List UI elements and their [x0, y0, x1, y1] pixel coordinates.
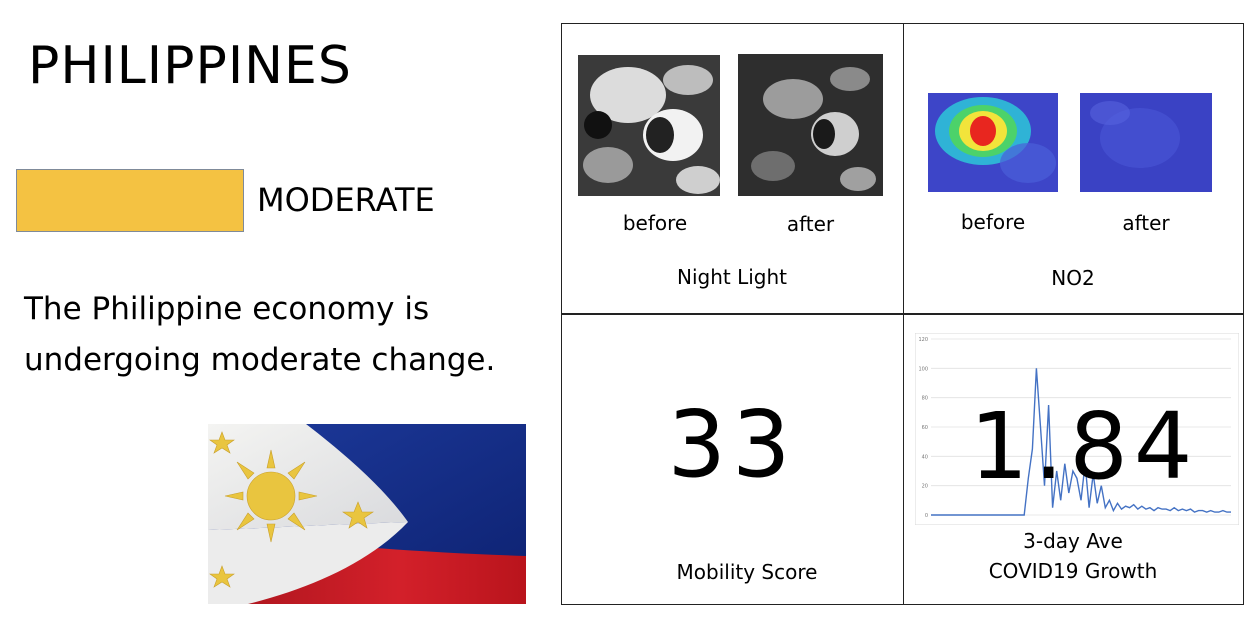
chart-y-tick-label: 20	[922, 484, 928, 490]
covid-growth-value: 1.84	[969, 393, 1199, 500]
night-light-panel: before after Night Light	[561, 23, 904, 314]
philippines-flag-icon	[208, 424, 526, 604]
no2-before-image	[928, 93, 1058, 192]
covid-label-line2: COVID19 Growth	[988, 559, 1158, 583]
night-light-title: Night Light	[677, 265, 787, 289]
no2-panel: before after NO2	[903, 23, 1244, 314]
chart-y-tick-label: 80	[922, 396, 928, 402]
mobility-score-value: 33	[667, 391, 797, 498]
no2-title: NO2	[1051, 266, 1095, 290]
economy-summary: The Philippine economy is undergoing mod…	[24, 291, 496, 378]
covid-growth-chart: 0 20 40 60 80 100 120	[915, 333, 1239, 525]
status-label: MODERATE	[257, 181, 435, 219]
chart-y-tick-label: 0	[925, 513, 928, 519]
no2-before-label: before	[960, 210, 1026, 234]
chart-y-tick-label: 60	[922, 425, 928, 431]
no2-after-image	[1080, 93, 1212, 192]
night-light-after-image	[738, 54, 883, 196]
status-color-swatch	[16, 169, 244, 232]
no2-after-label: after	[1122, 211, 1170, 235]
chart-y-tick-label: 100	[918, 366, 928, 372]
chart-y-tick-label: 40	[922, 454, 928, 460]
chart-y-tick-label: 120	[918, 337, 928, 343]
night-light-after-label: after	[786, 212, 835, 236]
covid-series-line	[931, 368, 1231, 516]
night-light-before-label: before	[622, 211, 688, 235]
mobility-panel: 33 Mobility Score	[561, 314, 904, 605]
covid-panel: 0 20 40 60 80 100 120 1.84 3-day Ave COVID19 G…	[903, 314, 1244, 605]
country-title: PHILIPPINES	[28, 36, 352, 96]
night-light-before-image	[578, 55, 720, 196]
covid-label-line1: 3-day Ave	[1023, 529, 1123, 553]
mobility-score-label: Mobility Score	[676, 560, 818, 584]
